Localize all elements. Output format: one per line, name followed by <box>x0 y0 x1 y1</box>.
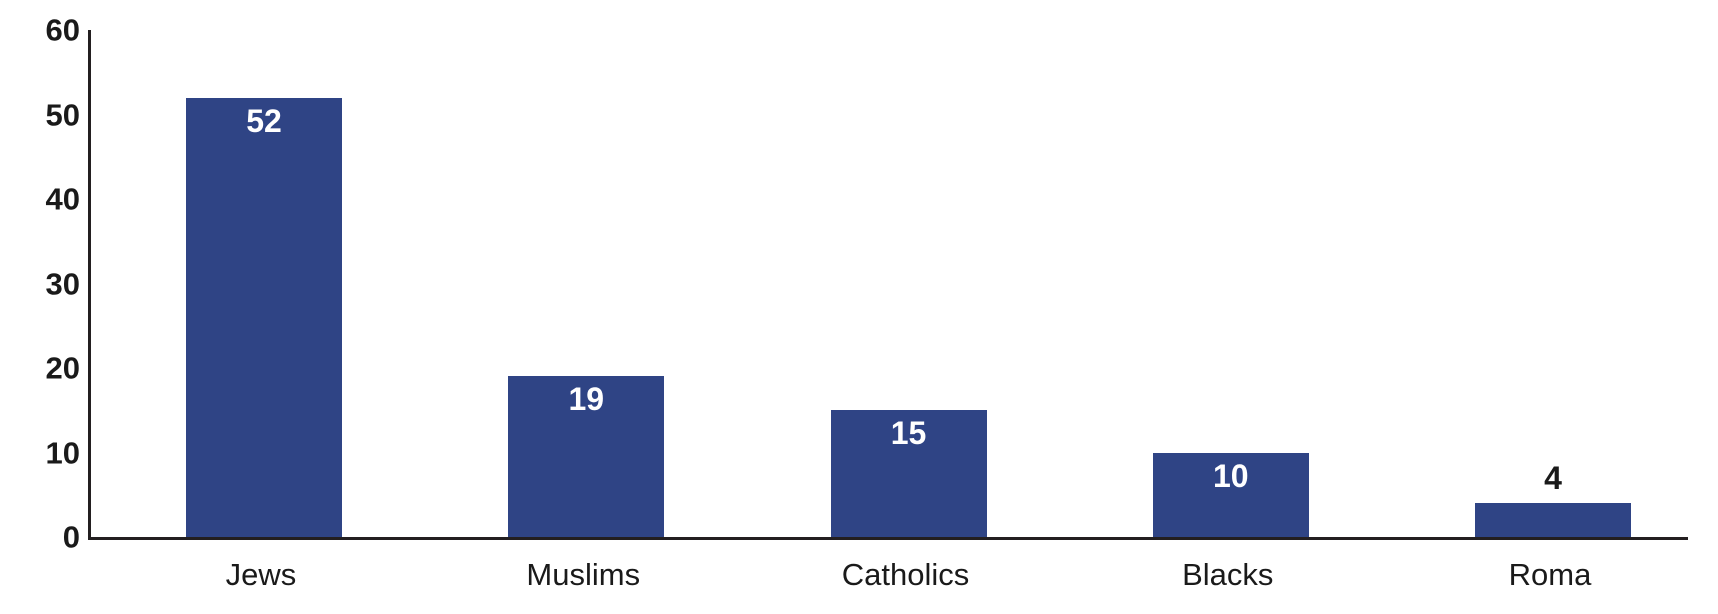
x-tick-label: Jews <box>225 557 297 592</box>
plot-area: 52 19 15 10 4 <box>88 30 1688 540</box>
bar-jews <box>186 97 342 537</box>
bar-blacks <box>1152 452 1309 537</box>
bar-catholics <box>830 410 987 537</box>
x-tick-label: Roma <box>1508 557 1592 592</box>
bar-value-label: 15 <box>890 415 927 452</box>
bar-value-label: 19 <box>568 381 605 418</box>
x-tick-label: Blacks <box>1182 557 1274 592</box>
y-tick-label: 40 <box>45 181 80 217</box>
bar-value-label: 52 <box>246 102 282 139</box>
y-tick-label: 60 <box>45 12 80 48</box>
bar-value-label: 10 <box>1212 457 1249 494</box>
x-tick-label: Catholics <box>841 557 970 592</box>
bar-muslims <box>508 376 665 537</box>
bar-value-label: 4 <box>1544 460 1562 497</box>
y-tick-label: 0 <box>62 519 80 555</box>
bar-roma <box>1475 503 1631 537</box>
y-tick-label: 50 <box>45 97 80 132</box>
y-tick-label: 20 <box>45 350 80 386</box>
y-tick-label: 10 <box>45 435 80 470</box>
y-tick-label: 30 <box>45 266 80 301</box>
x-tick-label: Muslims <box>526 557 641 592</box>
